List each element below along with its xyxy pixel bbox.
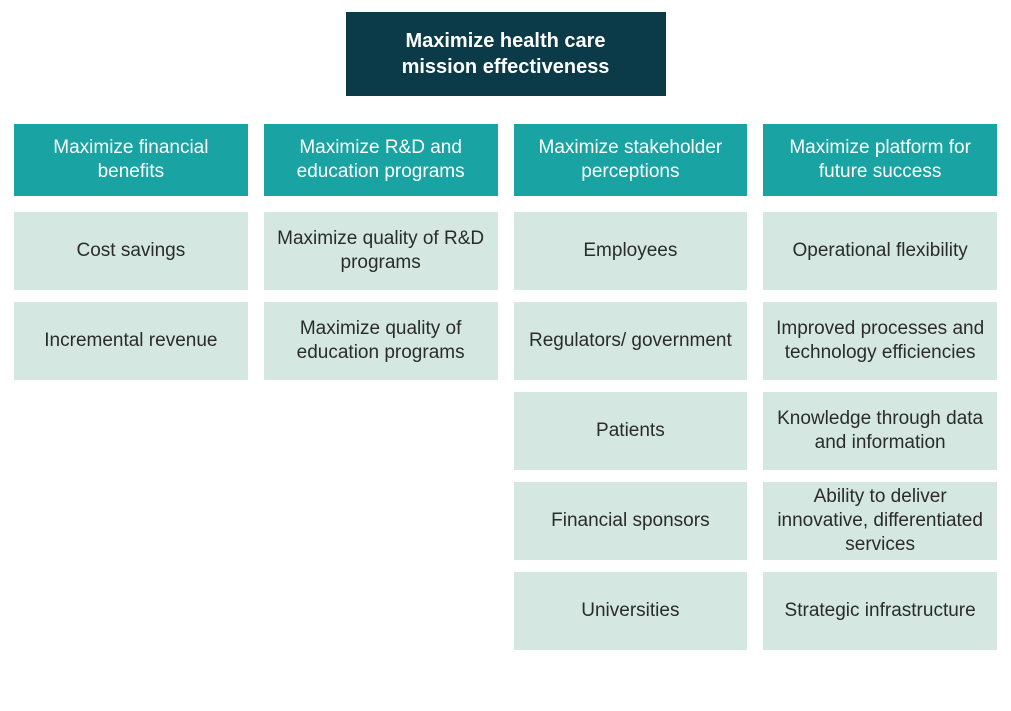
cell: Regulators/ government [514, 302, 748, 380]
columns-grid: Maximize financial benefits Cost savings… [14, 124, 997, 662]
cell: Maximize quality of R&D programs [264, 212, 498, 290]
column-header: Maximize stakeholder perceptions [514, 124, 748, 196]
column-stakeholder: Maximize stakeholder perceptions Employe… [514, 124, 748, 662]
cell: Operational flexibility [763, 212, 997, 290]
column-header: Maximize platform for future success [763, 124, 997, 196]
root-row: Maximize health care mission effectivene… [14, 12, 997, 96]
root-line2: mission effectiveness [402, 54, 610, 80]
cell: Universities [514, 572, 748, 650]
cell: Patients [514, 392, 748, 470]
cell: Strategic infrastructure [763, 572, 997, 650]
cell: Ability to deliver innovative, different… [763, 482, 997, 560]
cell: Improved processes and technology effici… [763, 302, 997, 380]
cell: Cost savings [14, 212, 248, 290]
column-financial: Maximize financial benefits Cost savings… [14, 124, 248, 662]
cell: Incremental revenue [14, 302, 248, 380]
root-box: Maximize health care mission effectivene… [346, 12, 666, 96]
cell: Financial sponsors [514, 482, 748, 560]
cell: Maximize quality of education programs [264, 302, 498, 380]
column-rnd: Maximize R&D and education programs Maxi… [264, 124, 498, 662]
cell: Knowledge through data and information [763, 392, 997, 470]
column-platform: Maximize platform for future success Ope… [763, 124, 997, 662]
column-header: Maximize R&D and education programs [264, 124, 498, 196]
column-header: Maximize financial benefits [14, 124, 248, 196]
root-line1: Maximize health care [405, 28, 605, 54]
cell: Employees [514, 212, 748, 290]
